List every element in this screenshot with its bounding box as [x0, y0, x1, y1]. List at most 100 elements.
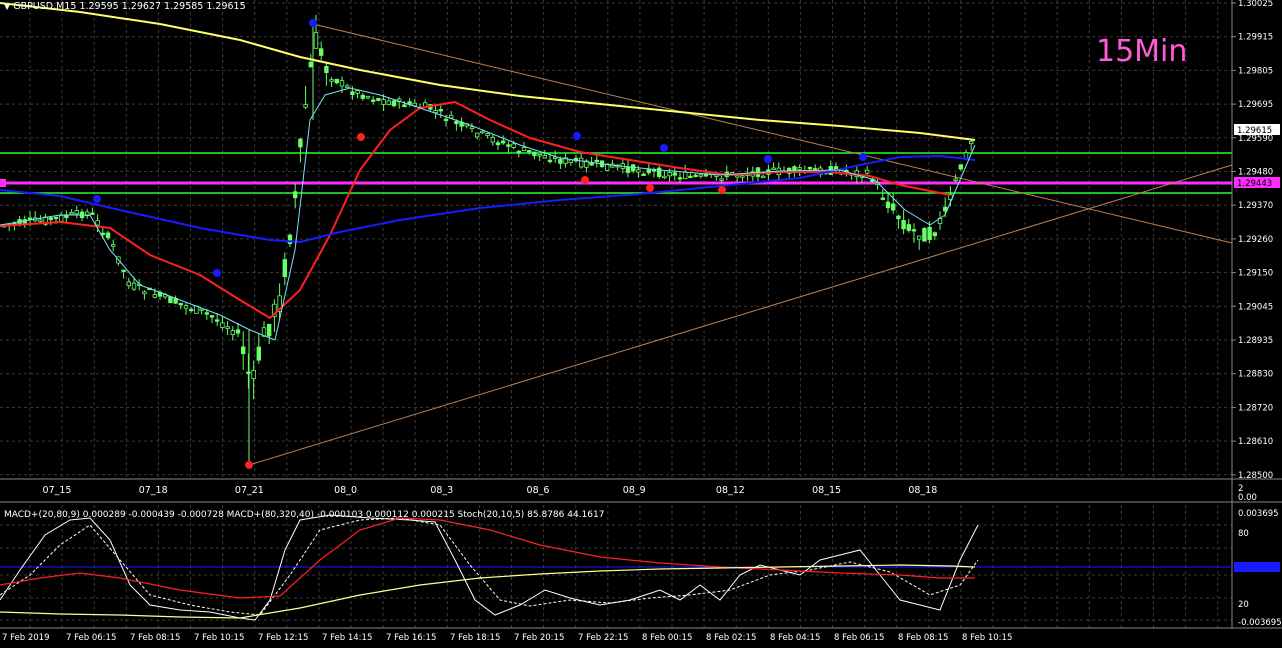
time-tick-label: 7 Feb 08:15 [130, 633, 180, 643]
swing-high-marker[interactable] [213, 269, 221, 277]
candle-body [693, 174, 698, 178]
price-pane[interactable]: 1.29615 1.29443 [0, 2, 1280, 469]
candle-body [339, 80, 345, 87]
stochastic-signal-line[interactable] [0, 517, 979, 616]
candle-body [511, 143, 516, 148]
candle-body [605, 163, 610, 171]
trendline-up[interactable] [248, 164, 1233, 466]
candle-body [927, 226, 932, 240]
candle-body [370, 99, 376, 102]
candle-body [204, 312, 209, 315]
swing-high-marker[interactable] [764, 155, 772, 163]
swing-low-marker[interactable] [581, 176, 589, 184]
swing-low-marker[interactable] [646, 184, 654, 192]
swing-low-marker[interactable] [245, 461, 253, 469]
candle-body [537, 153, 542, 157]
candle-body [282, 259, 287, 277]
symbol-header: ▼ GBPUSD,M15 1.29595 1.29627 1.29585 1.2… [4, 1, 246, 12]
indicator-tick-label: 80 [1238, 529, 1249, 539]
price-tick-label: 1.30025 [1238, 0, 1273, 9]
time-tick-label: 7 Feb 2019 [2, 633, 50, 643]
price-tick-label: 1.29695 [1238, 100, 1273, 110]
candle-body [438, 109, 443, 112]
current-price-tag[interactable] [1234, 124, 1280, 135]
moving-average-cyan[interactable] [0, 87, 976, 341]
time-tick-label: 8 Feb 06:15 [834, 633, 884, 643]
candle-body [953, 178, 958, 181]
candle-body [85, 211, 90, 217]
candle-body [911, 229, 917, 232]
candle-body [381, 99, 386, 105]
candle-body [521, 147, 527, 151]
candle-body [490, 137, 495, 143]
candle-body [969, 141, 974, 145]
indicator-zero-tag [1234, 562, 1280, 572]
stochastic-main-line[interactable] [0, 514, 979, 621]
candle-body [500, 140, 506, 144]
candle-body [454, 120, 459, 125]
candle-body [350, 91, 355, 95]
candle-body [662, 175, 667, 179]
time-tick-label: 8 Feb 10:15 [962, 633, 1012, 643]
candle-body [225, 326, 230, 329]
swing-low-marker[interactable] [357, 133, 365, 141]
swing-high-marker[interactable] [573, 132, 581, 140]
candle-body [142, 291, 147, 295]
price-tick-label: 1.29370 [1238, 201, 1273, 211]
collapse-triangle-icon[interactable]: ▼ [4, 2, 11, 11]
candle-body [277, 295, 282, 312]
candle-body [594, 159, 599, 163]
candle-body [152, 294, 157, 298]
candle-body [121, 269, 126, 272]
candle-body [683, 171, 688, 180]
candle-body [64, 215, 69, 219]
candle-body [240, 346, 246, 355]
swing-high-marker[interactable] [660, 144, 668, 152]
key-level-tag[interactable] [1234, 177, 1280, 188]
candle-body [885, 201, 891, 209]
indicator-header: MACD+(20,80,9) 0.000289 -0.000439 -0.000… [4, 510, 605, 520]
price-tick-label: 1.29150 [1238, 269, 1273, 279]
swing-low-marker[interactable] [718, 186, 726, 194]
moving-average-blue[interactable] [0, 155, 976, 243]
time-tick-label: 08_9 [623, 485, 646, 496]
candle-body [344, 85, 350, 88]
candle-body [261, 327, 267, 337]
candle-body [542, 155, 547, 159]
candle-body [672, 172, 677, 176]
candle-body [896, 215, 901, 220]
candle-body [272, 303, 277, 317]
swing-high-marker[interactable] [93, 195, 101, 203]
candle-body [688, 175, 693, 179]
grid [0, 0, 1232, 628]
candle-body [922, 228, 927, 242]
mid-axis-label: 2 [1238, 484, 1243, 494]
time-tick-label: 7 Feb 20:15 [514, 633, 564, 643]
candle-body [641, 173, 646, 176]
candle-body [53, 216, 59, 220]
candle-body [209, 315, 215, 318]
candle-body [303, 104, 308, 108]
moving-average-yellow[interactable] [0, 2, 976, 141]
candle-body [433, 110, 438, 114]
candle-body [740, 175, 745, 178]
time-tick-label: 7 Feb 14:15 [322, 633, 372, 643]
candle-body [292, 191, 298, 199]
candle-body [287, 234, 293, 244]
swing-high-marker[interactable] [859, 153, 867, 161]
macd-yellow-line[interactable] [0, 564, 976, 619]
price-tick-label: 1.29480 [1238, 168, 1273, 178]
candle-body [891, 203, 896, 211]
swing-high-marker[interactable] [309, 19, 317, 27]
candle-body [183, 305, 189, 309]
candle-body [365, 96, 371, 99]
time-tick-label: 08_3 [430, 485, 453, 496]
time-tick-label: 07_18 [139, 485, 168, 496]
time-tick-label: 8 Feb 00:15 [642, 633, 692, 643]
indicator-pane[interactable] [0, 514, 1280, 621]
macd-red-line[interactable] [0, 517, 975, 599]
trendline-down[interactable] [312, 23, 1233, 244]
price-tick-label: 1.28500 [1238, 471, 1273, 481]
